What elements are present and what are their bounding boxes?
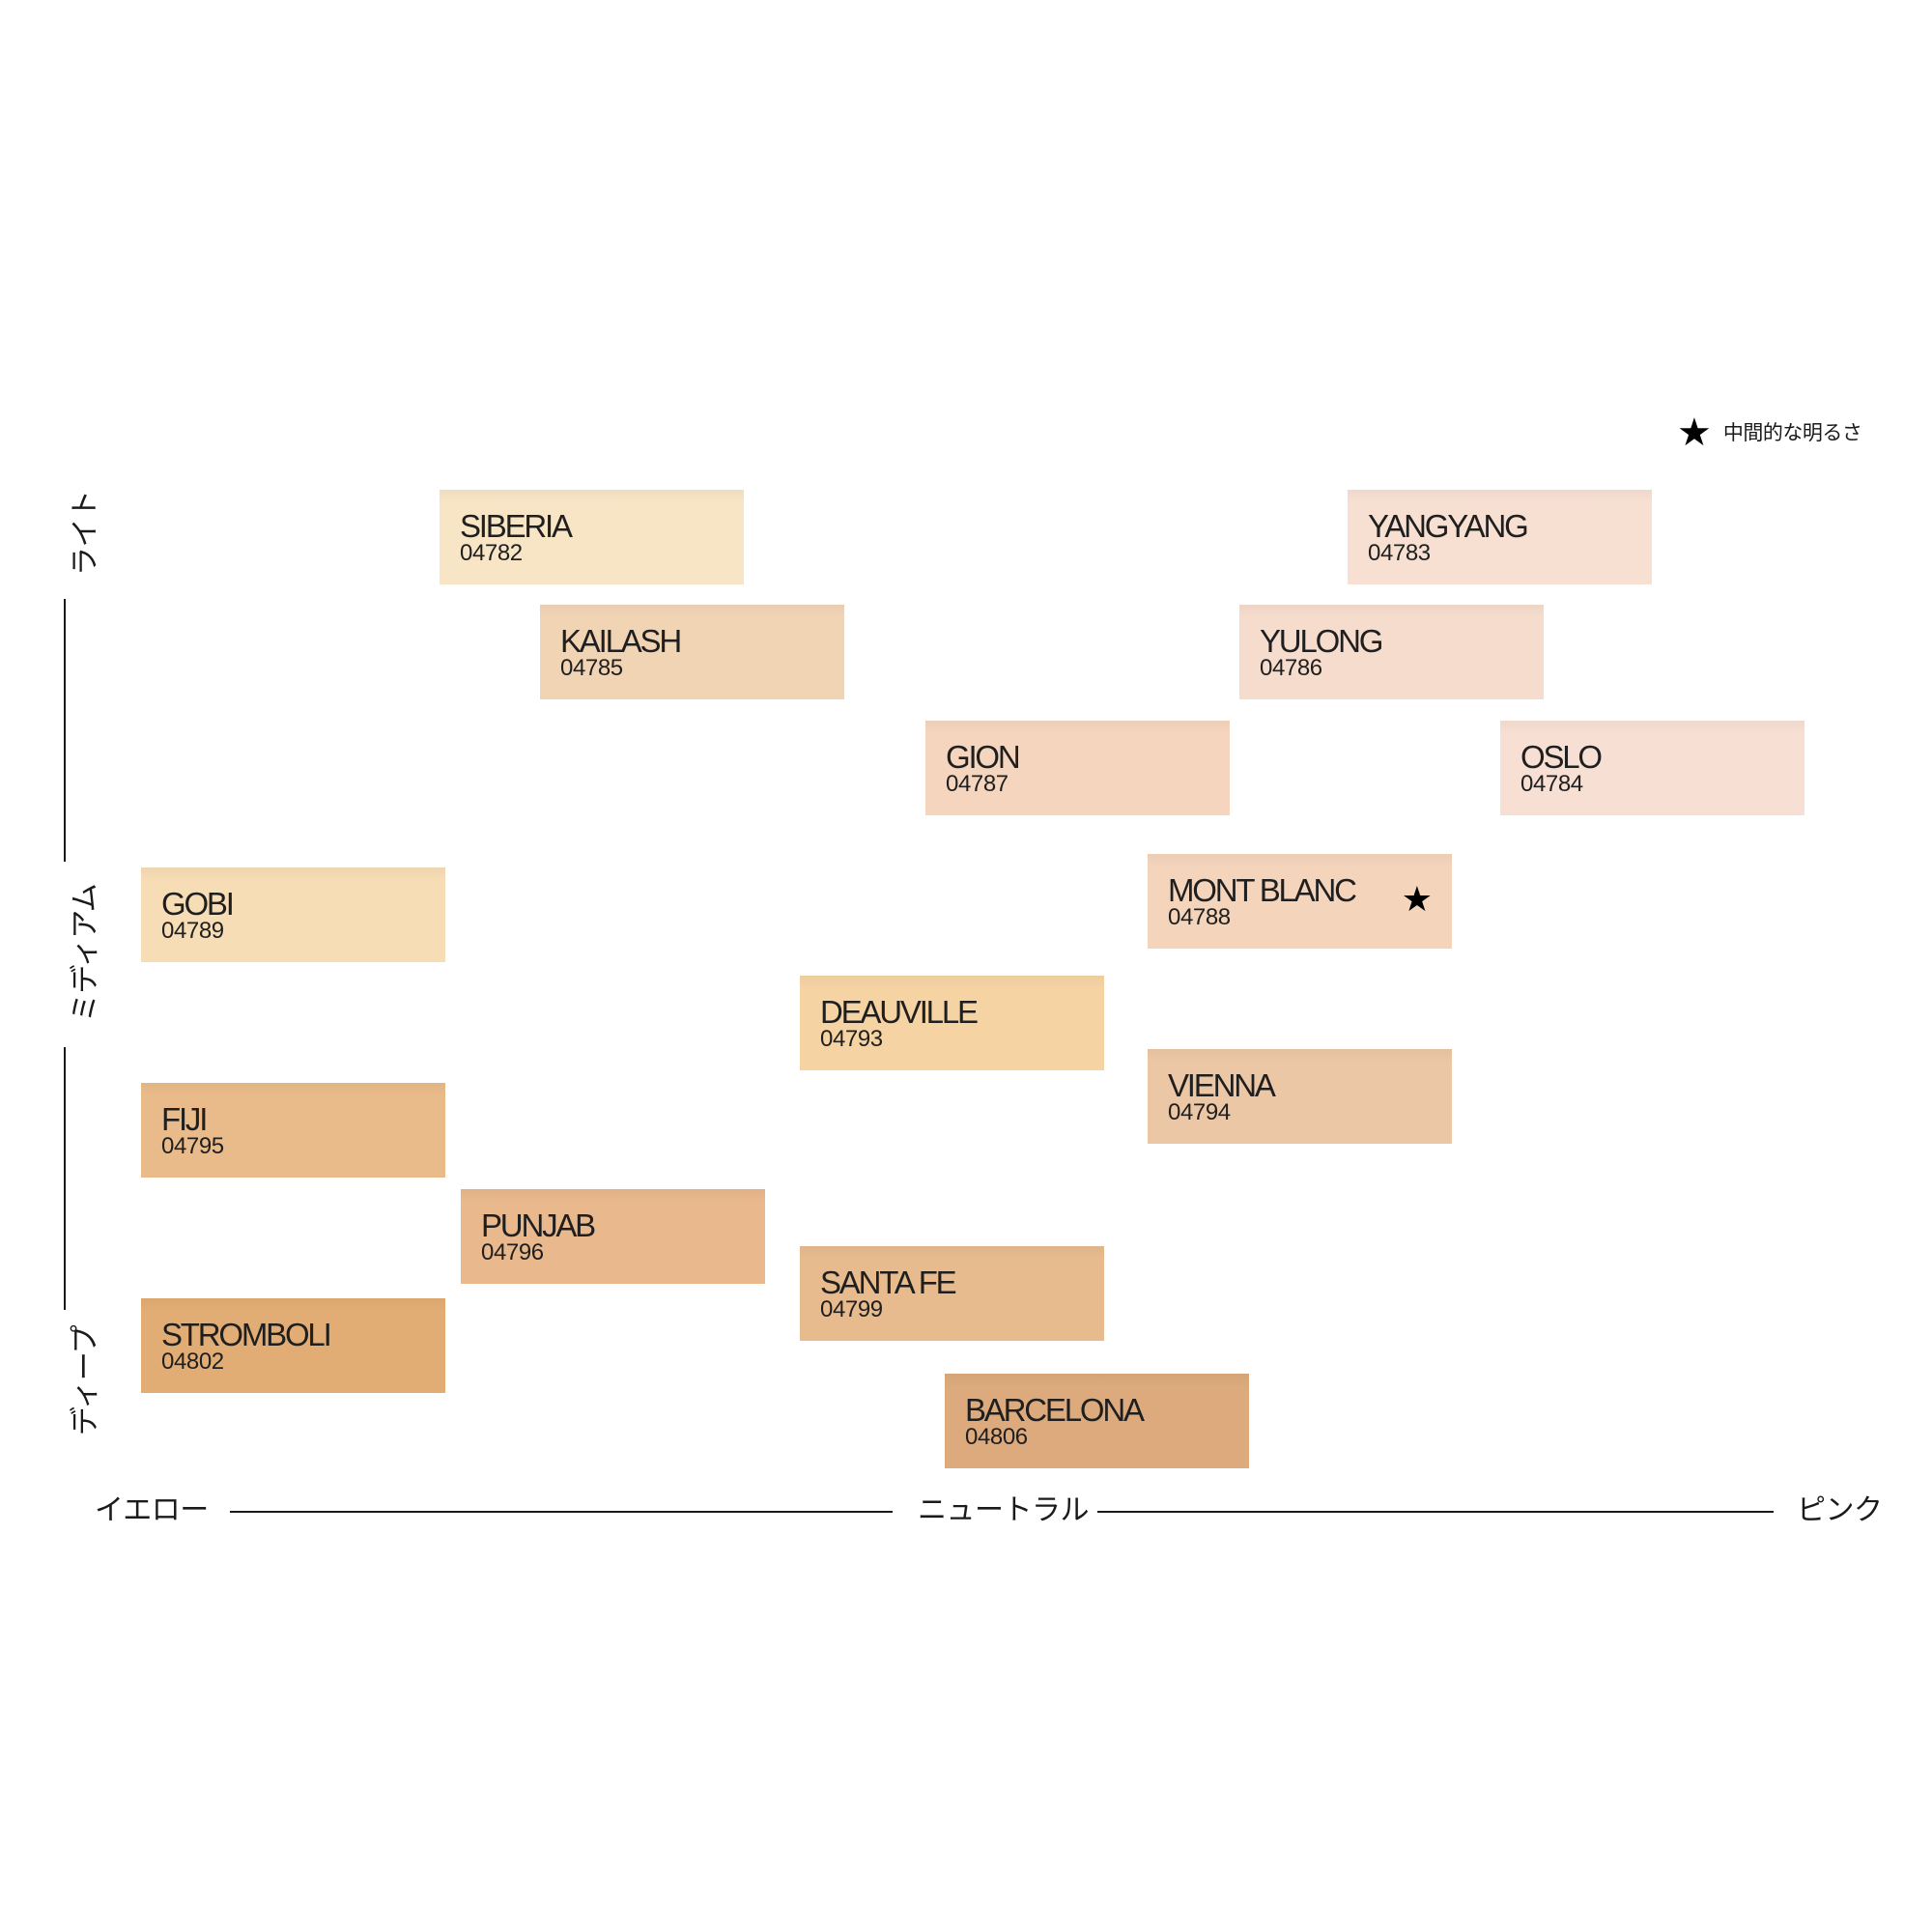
swatch-code: 04795 <box>161 1133 224 1159</box>
swatch-name: YULONG <box>1260 623 1383 659</box>
x-axis-line-left <box>230 1511 893 1513</box>
x-axis-line-right <box>1097 1511 1774 1513</box>
y-axis-label-deep: ディープ <box>69 1324 102 1435</box>
swatch-name: SANTA FE <box>820 1264 957 1300</box>
swatch-mont-blanc: MONT BLANC 04788 ★ <box>1148 854 1452 949</box>
swatch-code: 04786 <box>1260 655 1322 681</box>
swatch-yulong: YULONG 04786 <box>1239 605 1544 699</box>
swatch-gion: GION 04787 <box>925 721 1230 815</box>
x-axis-label-yellow: イエロー <box>95 1493 209 1527</box>
swatch-name: FIJI <box>161 1101 208 1137</box>
y-axis-line-bottom <box>64 1047 66 1310</box>
swatch-gobi: GOBI 04789 <box>141 867 445 962</box>
star-icon: ★ <box>1677 411 1712 455</box>
swatch-name: DEAUVILLE <box>820 994 979 1030</box>
swatch-punjab: PUNJAB 04796 <box>461 1189 765 1284</box>
swatch-name: MONT BLANC <box>1168 872 1357 908</box>
swatch-stromboli: STROMBOLI 04802 <box>141 1298 445 1393</box>
swatch-code: 04802 <box>161 1349 224 1375</box>
swatch-code: 04782 <box>460 540 523 566</box>
swatch-name: YANGYANG <box>1368 508 1529 544</box>
swatch-code: 04785 <box>560 655 623 681</box>
swatch-name: GOBI <box>161 886 235 922</box>
swatch-code: 04783 <box>1368 540 1431 566</box>
star-icon: ★ <box>1401 880 1433 920</box>
x-axis-label-pink: ピンク <box>1797 1493 1883 1527</box>
swatch-name: VIENNA <box>1168 1067 1276 1103</box>
swatch-name: OSLO <box>1520 739 1603 775</box>
swatch-kailash: KAILASH 04785 <box>540 605 844 699</box>
swatch-code: 04794 <box>1168 1099 1231 1125</box>
swatch-name: STROMBOLI <box>161 1317 332 1352</box>
swatch-code: 04806 <box>965 1424 1028 1450</box>
legend: ★ 中間的な明るさ <box>1677 411 1862 455</box>
y-axis-line-top <box>64 599 66 862</box>
swatch-code: 04784 <box>1520 771 1583 797</box>
swatch-name: GION <box>946 739 1021 775</box>
swatch-santa-fe: SANTA FE 04799 <box>800 1246 1104 1341</box>
swatch-oslo: OSLO 04784 <box>1500 721 1804 815</box>
y-axis-label-light: ライト <box>69 490 102 577</box>
swatch-code: 04788 <box>1168 904 1231 930</box>
swatch-code: 04787 <box>946 771 1009 797</box>
swatch-name: PUNJAB <box>481 1208 596 1243</box>
swatch-fiji: FIJI 04795 <box>141 1083 445 1178</box>
swatch-code: 04793 <box>820 1026 883 1052</box>
y-axis-label-medium: ミディアム <box>69 883 102 1022</box>
swatch-deauville: DEAUVILLE 04793 <box>800 976 1104 1070</box>
swatch-code: 04796 <box>481 1239 544 1265</box>
swatch-name: BARCELONA <box>965 1392 1145 1428</box>
swatch-vienna: VIENNA 04794 <box>1148 1049 1452 1144</box>
swatch-yangyang: YANGYANG 04783 <box>1348 490 1652 584</box>
swatch-siberia: SIBERIA 04782 <box>440 490 744 584</box>
swatch-name: SIBERIA <box>460 508 573 544</box>
swatch-name: KAILASH <box>560 623 682 659</box>
x-axis-label-neutral: ニュートラル <box>918 1493 1090 1527</box>
legend-text: 中間的な明るさ <box>1722 421 1862 444</box>
swatch-code: 04789 <box>161 918 224 944</box>
swatch-barcelona: BARCELONA 04806 <box>945 1374 1249 1468</box>
swatch-code: 04799 <box>820 1296 883 1322</box>
